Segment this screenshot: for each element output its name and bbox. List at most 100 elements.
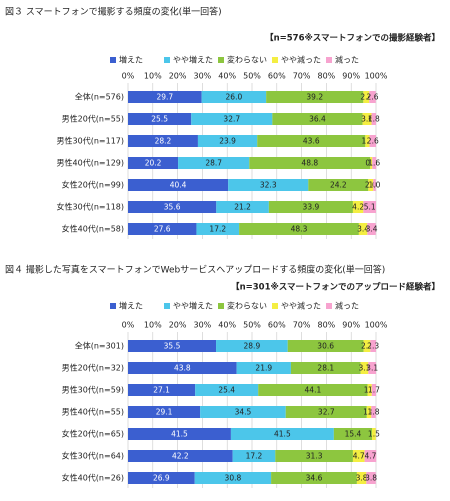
value-label: 3.4 [357, 225, 369, 234]
bar-segment [370, 157, 373, 169]
value-label: 35.5 [164, 342, 181, 351]
legend-label: 減った [335, 55, 359, 65]
value-label: 2.7 [361, 342, 373, 351]
category-label: 女性40代(n=26) [62, 473, 124, 483]
category-label: 男性40代(n=129) [57, 158, 124, 168]
value-label: 1.8 [363, 408, 375, 417]
bar-segment [369, 135, 376, 147]
value-label: 24.2 [330, 181, 347, 190]
bar-segment [128, 340, 217, 352]
value-label: 3.8 [356, 474, 368, 483]
value-label: 43.8 [174, 364, 191, 373]
bar-segment [201, 91, 267, 103]
bar-segment [249, 157, 371, 169]
x-tick-label: 70% [293, 321, 311, 330]
legend-swatch [110, 303, 116, 309]
x-tick-label: 30% [194, 321, 212, 330]
bar-segment [128, 223, 197, 235]
value-label: 34.5 [235, 408, 252, 417]
value-label: 3.6 [361, 115, 373, 124]
bar-segment [369, 91, 376, 103]
value-label: 34.6 [306, 474, 323, 483]
value-label: 39.2 [306, 93, 323, 102]
value-label: 28.1 [317, 364, 334, 373]
x-tick-label: 90% [342, 72, 360, 81]
bar-segment [367, 223, 376, 235]
legend-label: やや増えた [173, 55, 213, 65]
value-label: 4.7 [353, 452, 365, 461]
legend-swatch [218, 57, 224, 63]
bar-segment [285, 406, 367, 418]
legend-swatch [326, 57, 332, 63]
bar-segment [128, 384, 196, 396]
value-label: 27.1 [153, 386, 170, 395]
value-label: 2.6 [367, 137, 379, 146]
value-label: 27.6 [154, 225, 171, 234]
bar-segment [363, 340, 371, 352]
value-label: 2.0 [365, 181, 377, 190]
value-label: 3.4 [366, 225, 378, 234]
value-label: 36.4 [309, 115, 326, 124]
category-label: 女性20代(n=65) [62, 429, 124, 439]
bar-segment [216, 201, 269, 213]
bar-segment [128, 179, 229, 191]
value-label: 17.2 [246, 452, 263, 461]
value-label: 15.4 [345, 430, 362, 439]
x-tick-label: 10% [144, 321, 162, 330]
value-label: 1.8 [368, 408, 380, 417]
value-label: 1.6 [368, 159, 380, 168]
bar-segment [371, 406, 376, 418]
value-label: 30.8 [225, 474, 242, 483]
bar-segment [239, 223, 359, 235]
bar-segment [268, 201, 353, 213]
value-label: 32.7 [318, 408, 335, 417]
value-label: 1.7 [364, 386, 376, 395]
legend-swatch [110, 57, 116, 63]
bar-segment [128, 201, 217, 213]
bar-segment [358, 223, 368, 235]
bar-segment [257, 135, 366, 147]
x-tick-label: 20% [169, 72, 187, 81]
category-label: 男性30代(n=59) [62, 385, 124, 395]
bar-segment [363, 201, 376, 213]
bar-segment [372, 157, 377, 169]
value-label: 33.9 [303, 203, 320, 212]
legend-swatch [164, 57, 170, 63]
bar-segment [367, 384, 372, 396]
legend-swatch [218, 303, 224, 309]
chart-subtitle: 【n=301※スマートフォンでのアップロード経験者】 [231, 282, 440, 293]
x-tick-label: 50% [243, 321, 261, 330]
value-label: 25.4 [218, 386, 235, 395]
value-label: 1.5 [368, 430, 380, 439]
bar-segment [362, 113, 372, 125]
category-label: 男性40代(n=55) [62, 407, 124, 417]
value-label: 1.7 [368, 386, 380, 395]
bar-segment [128, 157, 179, 169]
x-tick-label: 40% [218, 72, 236, 81]
bar-segment [128, 135, 198, 147]
value-label: 21.2 [234, 203, 251, 212]
bar-segment [356, 472, 367, 484]
chart-subtitle: 【n=576※スマートフォンでの撮影経験者】 [265, 33, 440, 44]
legend-label: 減った [335, 301, 359, 311]
bar-segment [178, 157, 250, 169]
x-tick-label: 60% [268, 72, 286, 81]
x-tick-label: 50% [243, 72, 261, 81]
x-tick-label: 80% [318, 321, 336, 330]
value-label: 0.8 [365, 159, 377, 168]
value-label: 17.2 [209, 225, 226, 234]
legend-label: 変わらない [227, 55, 267, 65]
bar-segment [366, 472, 376, 484]
value-label: 48.3 [291, 225, 308, 234]
bar-segment [352, 201, 364, 213]
bar-segment [365, 135, 370, 147]
chart-title: 図３ スマートフォンで撮影する頻度の変化(単一回答) [5, 6, 222, 18]
value-label: 30.6 [317, 342, 334, 351]
legend-label: やや増えた [173, 301, 213, 311]
bar-segment [200, 406, 286, 418]
bar-segment [128, 406, 201, 418]
bar-segment [271, 472, 357, 484]
legend-swatch [326, 303, 332, 309]
category-label: 全体(n=576) [75, 92, 124, 102]
bar-segment [371, 113, 376, 125]
